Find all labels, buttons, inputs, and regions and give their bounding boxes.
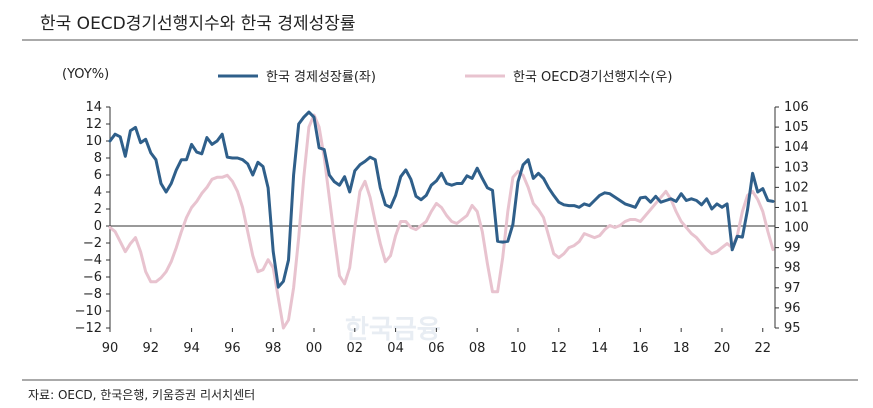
x-tick-label: 04 (387, 341, 404, 356)
y-left-tick-label: 14 (85, 100, 102, 115)
y-right-tick-label: 105 (784, 120, 809, 135)
y-unit-label: (YOY%) (62, 67, 109, 82)
y-right-tick-label: 106 (784, 100, 809, 115)
y-right-tick-label: 100 (784, 221, 809, 236)
y-left-tick-label: 8 (94, 151, 102, 166)
x-tick-label: 90 (102, 341, 119, 356)
y-right-tick-label: 98 (784, 261, 801, 276)
y-right-tick-label: 103 (784, 160, 809, 175)
x-tick-label: 20 (714, 341, 731, 356)
y-left-tick-label: 10 (85, 134, 102, 149)
y-left-tick-label: 0 (94, 219, 102, 234)
y-left-tick-label: −6 (83, 270, 102, 285)
y-left-tick-label: 12 (85, 117, 102, 132)
x-tick-label: 14 (591, 341, 608, 356)
legend-label-gdp: 한국 경제성장률(좌) (266, 70, 376, 85)
x-tick-label: 98 (265, 341, 282, 356)
y-left-tick-label: 4 (94, 185, 102, 200)
legend: 한국 경제성장률(좌) 한국 OECD경기선행지수(우) (218, 69, 672, 85)
x-tick-label: 96 (224, 341, 241, 356)
y-left-tick-label: −4 (83, 253, 102, 268)
x-tick-label: 00 (306, 341, 323, 356)
x-tick-label: 12 (550, 341, 567, 356)
y-left-tick-label: −2 (83, 236, 102, 251)
x-tick-label: 94 (183, 341, 200, 356)
y-left-tick-label: −8 (83, 287, 102, 302)
y-right-tick-label: 95 (784, 321, 801, 336)
watermark: 한국금융 (345, 315, 441, 345)
x-tick-label: 92 (143, 341, 160, 356)
y-right-tick-label: 99 (784, 241, 801, 256)
x-tick-label: 18 (673, 341, 690, 356)
axes: 14121086420−2−4−6−8−10−12106105104103102… (75, 100, 809, 356)
y-right-tick-label: 102 (784, 180, 809, 195)
x-tick-label: 22 (754, 341, 771, 356)
series-line-gdp-growth (108, 110, 775, 289)
y-right-tick-label: 101 (784, 200, 809, 215)
series-layer (108, 110, 775, 330)
y-right-tick-label: 97 (784, 281, 801, 296)
y-left-tick-label: 2 (94, 202, 102, 217)
legend-label-cli: 한국 OECD경기선행지수(우) (513, 69, 672, 85)
y-right-tick-label: 104 (784, 140, 809, 155)
y-left-tick-label: −10 (75, 304, 102, 319)
series-line-oecd-cli (108, 113, 775, 330)
y-left-tick-label: −12 (75, 321, 102, 336)
y-right-tick-label: 96 (784, 301, 801, 316)
x-tick-label: 10 (510, 341, 527, 356)
x-tick-label: 16 (632, 341, 649, 356)
chart-title: 한국 OECD경기선행지수와 한국 경제성장률 (40, 14, 356, 34)
y-left-tick-label: 6 (94, 168, 102, 183)
x-tick-label: 06 (428, 341, 445, 356)
source-note: 자료: OECD, 한국은행, 키움증권 리서치센터 (28, 387, 255, 402)
x-tick-label: 02 (347, 341, 364, 356)
x-tick-label: 08 (469, 341, 486, 356)
